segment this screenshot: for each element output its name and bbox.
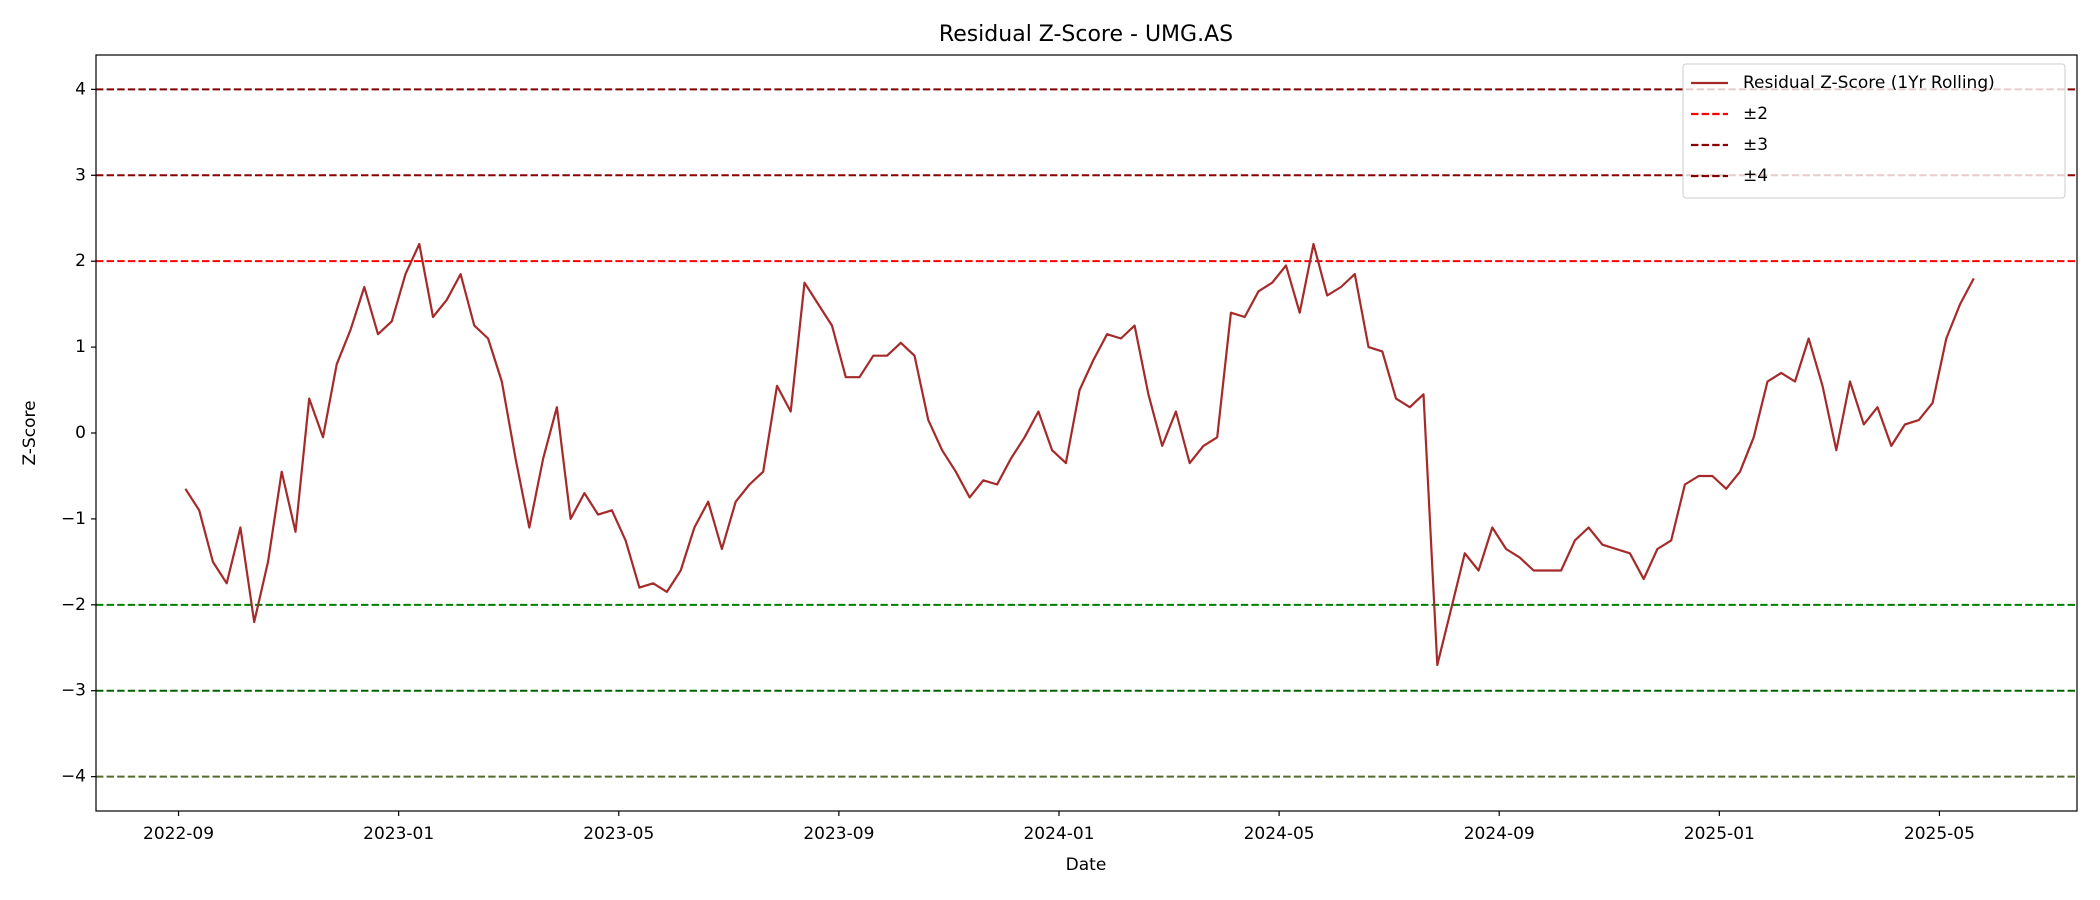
legend: Residual Z-Score (1Yr Rolling) ±2 ±3 ±4: [1682, 63, 2066, 199]
x-tick-label: 2025-05: [1904, 824, 1975, 844]
y-tick-label: 0: [75, 423, 86, 443]
x-tick-label: 2023-05: [583, 824, 654, 844]
legend-label: ±4: [1743, 166, 1768, 186]
x-tick-label: 2023-01: [363, 824, 434, 844]
x-tick-label: 2024-09: [1464, 824, 1535, 844]
x-tick-label: 2024-05: [1244, 824, 1315, 844]
y-tick-label: −3: [61, 681, 86, 701]
y-tick-label: 3: [75, 165, 86, 185]
x-tick-label: 2023-09: [803, 824, 874, 844]
legend-box: [1682, 63, 2066, 199]
legend-label: ±2: [1743, 104, 1768, 124]
x-tick-label: 2024-01: [1023, 824, 1094, 844]
y-tick-label: 2: [75, 251, 86, 271]
y-tick-label: −4: [61, 767, 86, 787]
chart-title: Residual Z-Score - UMG.AS: [939, 22, 1233, 47]
x-tick-label: 2022-09: [143, 824, 214, 844]
x-axis-label: Date: [1066, 855, 1107, 875]
legend-label: Residual Z-Score (1Yr Rolling): [1743, 73, 1995, 93]
legend-label: ±3: [1743, 135, 1768, 155]
plot-frame: [95, 54, 2078, 812]
data-line: [184, 242, 1975, 667]
x-tick-label: 2025-01: [1684, 824, 1755, 844]
y-axis-label: Z-Score: [20, 400, 40, 465]
y-tick-label: −2: [61, 595, 86, 615]
y-tick-label: 1: [75, 337, 86, 357]
y-tick-label: 4: [75, 79, 86, 99]
y-tick-label: −1: [61, 509, 86, 529]
